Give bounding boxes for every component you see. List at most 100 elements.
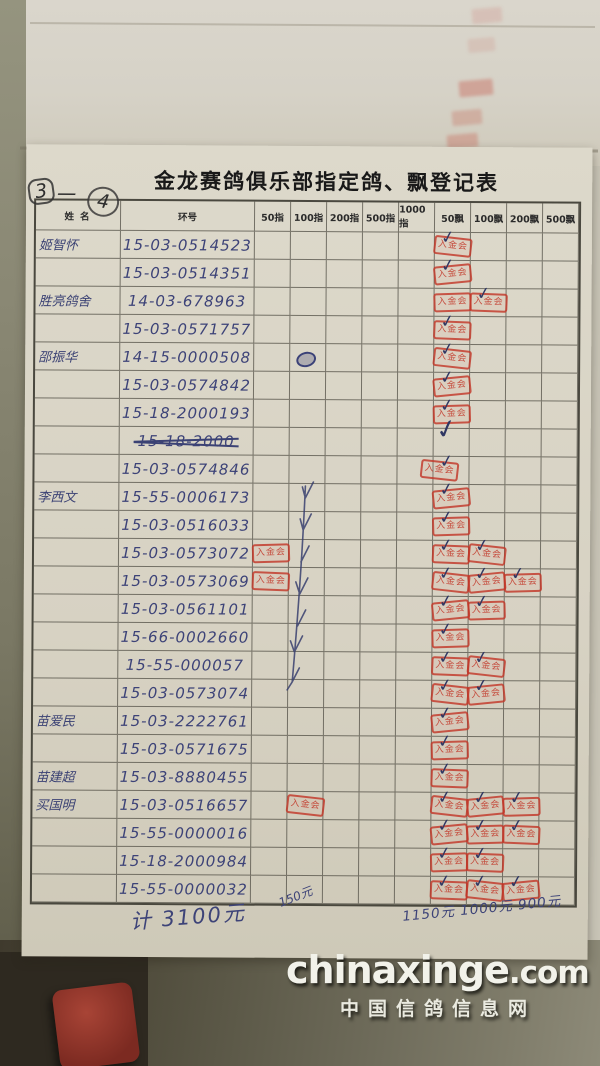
mark-cell xyxy=(289,455,326,485)
ring-number-cell: 15-03-0574846 xyxy=(119,454,254,484)
column-header: 500指 xyxy=(362,202,400,233)
mark-cell xyxy=(398,344,435,373)
mark-cell xyxy=(396,680,433,709)
mark-cell xyxy=(395,820,432,849)
mark-cell xyxy=(360,652,397,681)
mark-cell xyxy=(504,625,541,654)
ghost-stamp xyxy=(451,108,483,127)
mark-cell xyxy=(397,372,435,401)
mark-cell xyxy=(325,400,362,429)
ring-number-cell: 15-55-0006173 xyxy=(119,482,254,512)
mark-cell xyxy=(398,232,435,261)
watermark-chinese: 中国信鸽信息网 xyxy=(340,997,537,1020)
ring-number: 15-55-000057 xyxy=(125,655,244,675)
mark-cell xyxy=(254,315,291,344)
ghost-stamp xyxy=(467,36,496,54)
ring-number: 15-66-0002660 xyxy=(120,627,250,647)
mark-cell xyxy=(289,427,326,457)
red-stamp: 入金会 xyxy=(433,292,472,313)
mark-cell xyxy=(469,456,506,486)
mark-cell xyxy=(359,792,396,821)
mark-cell xyxy=(288,679,325,709)
red-stamp: 入金会 xyxy=(251,543,291,564)
name-cell xyxy=(33,566,119,595)
mark-cell xyxy=(361,400,398,429)
check-mark: ✓ xyxy=(436,730,454,753)
check-mark: ✓ xyxy=(472,675,491,698)
mark-cell xyxy=(505,401,542,430)
mark-cell xyxy=(254,343,291,372)
ring-number: 15-03-0573074 xyxy=(120,683,250,703)
mark-cell xyxy=(467,708,505,738)
ring-number-cell: 15-18-2000193 xyxy=(119,398,254,428)
mark-cell xyxy=(469,400,506,430)
registration-table: 姓名 环号 50指 100指 200指 500指 1000指 50飘 100飘 200飘 500飘姬… xyxy=(29,198,582,908)
check-mark: ✓ xyxy=(435,870,453,893)
check-mark: ✓ xyxy=(507,815,526,838)
ring-number: 15-55-0000032 xyxy=(118,879,248,899)
mark-cell xyxy=(397,484,434,513)
mark-cell xyxy=(290,287,327,317)
mark-cell xyxy=(505,457,542,486)
table-wrapper: 姓名 环号 50指 100指 200指 500指 1000指 50飘 100飘 200飘 500飘姬… xyxy=(29,198,582,908)
mark-cell xyxy=(540,681,577,710)
mark-cell xyxy=(362,288,399,317)
mark-cell xyxy=(394,876,432,905)
mark-cell xyxy=(470,316,507,346)
mark-cell xyxy=(326,232,363,261)
mark-cell xyxy=(505,429,542,458)
mark-cell xyxy=(289,511,326,541)
mark-cell xyxy=(504,597,541,626)
page-number-left: 3 xyxy=(26,176,56,206)
mark-cell xyxy=(398,316,435,345)
name-cell xyxy=(33,678,119,707)
mark-cell xyxy=(290,343,327,373)
mark-cell xyxy=(326,316,363,345)
mark-cell xyxy=(324,652,361,681)
ring-number: 14-15-0000508 xyxy=(122,347,252,367)
ring-number: 15-03-8880455 xyxy=(119,767,249,787)
mark-cell xyxy=(541,429,578,458)
mark-cell xyxy=(398,260,435,289)
ring-number-cell: 15-03-0573074 xyxy=(118,678,253,708)
mark-cell xyxy=(361,372,399,401)
mark-cell xyxy=(288,651,325,681)
mark-cell xyxy=(539,709,577,738)
column-header: 1000指 xyxy=(398,202,436,233)
page-note-dash: 一 xyxy=(55,184,75,207)
mark-cell xyxy=(542,345,579,374)
mark-cell xyxy=(541,485,578,514)
mark-cell xyxy=(289,483,326,513)
ring-number-cell: 14-03-678963 xyxy=(120,286,255,316)
mark-cell: 入金会 ✓ xyxy=(466,675,506,710)
mark-cell xyxy=(470,232,507,262)
mark-cell xyxy=(469,372,507,402)
mark-cell xyxy=(287,735,324,765)
mark-cell xyxy=(360,624,397,653)
mark-cell xyxy=(252,595,289,624)
mark-cell xyxy=(324,624,361,653)
handwritten-page-note: 3 一 4 xyxy=(26,176,122,220)
column-header: 环号 xyxy=(120,200,256,232)
mark-cell xyxy=(469,428,506,458)
ring-number-cell: 15-18-2000 xyxy=(119,426,254,456)
ring-number: 15-03-0561101 xyxy=(120,599,250,619)
ring-number: 15-03-0516033 xyxy=(121,515,251,535)
ring-number-cell: 15-03-8880455 xyxy=(117,762,252,792)
mark-cell: 入金会 ✓ xyxy=(467,591,506,626)
mark-cell xyxy=(504,653,541,682)
ring-number: 15-03-0573069 xyxy=(120,571,250,591)
red-stamp: 入金会 xyxy=(251,571,291,592)
ring-number-cell: 15-03-0573072 xyxy=(118,538,254,568)
mark-cell xyxy=(253,483,290,512)
mark-cell xyxy=(506,233,543,262)
name-cell xyxy=(34,398,120,427)
ring-number-cell: 15-03-0514523 xyxy=(120,230,255,260)
mark-cell xyxy=(290,315,327,345)
mark-cell xyxy=(395,736,432,765)
mark-cell xyxy=(323,820,360,849)
ring-number: 15-03-0573072 xyxy=(121,543,250,563)
name-cell: 邵振华 xyxy=(35,342,121,371)
name-cell xyxy=(33,622,119,651)
mark-cell xyxy=(542,233,579,262)
